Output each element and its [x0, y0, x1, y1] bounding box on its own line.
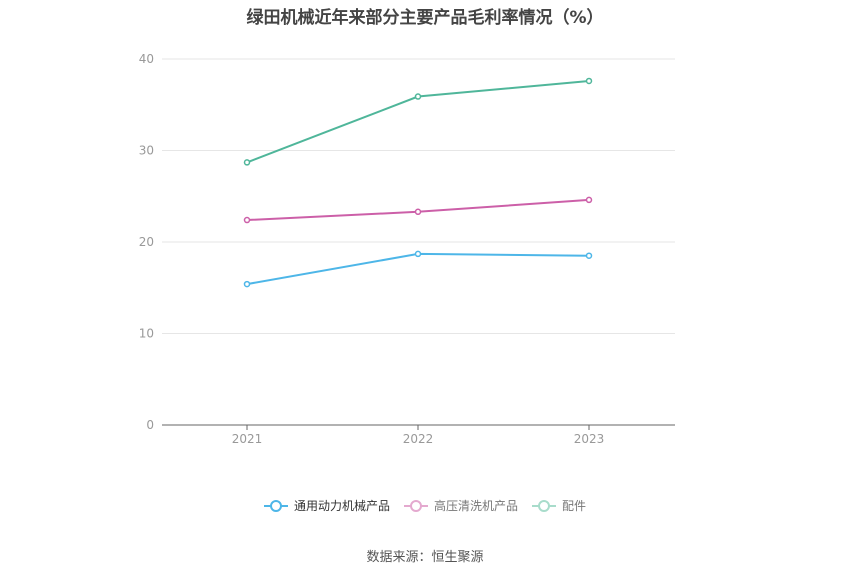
legend-marker-icon: [532, 499, 556, 513]
legend-label: 通用动力机械产品: [293, 499, 390, 513]
axes: 0 10 20 30 40 2021 2022 2023: [139, 52, 675, 446]
y-tick-label: 20: [139, 235, 154, 249]
legend-label: 高压清洗机产品: [433, 499, 518, 513]
data-point: [414, 93, 422, 100]
legend-item[interactable]: 通用动力机械产品: [263, 497, 390, 514]
data-point: [585, 196, 593, 204]
legend: 通用动力机械产品 高压清洗机产品 配件: [0, 497, 850, 514]
x-tick-label: 2023: [574, 432, 605, 446]
legend-item[interactable]: 高压清洗机产品: [403, 497, 518, 514]
legend-label: 配件: [562, 499, 587, 513]
data-point: [243, 159, 251, 166]
grid-lines: [162, 58, 675, 334]
data-point: [585, 77, 593, 85]
series-line-1: [246, 252, 590, 286]
x-tick-label: 2021: [232, 432, 263, 446]
y-tick-label: 10: [139, 327, 154, 341]
legend-item[interactable]: 配件: [532, 497, 586, 514]
y-tick-label: 30: [139, 144, 154, 158]
data-point: [585, 252, 593, 259]
data-point: [243, 216, 251, 224]
legend-marker-icon: [403, 499, 428, 513]
y-tick-label: 0: [146, 418, 154, 432]
series-lines: [243, 77, 593, 288]
legend-marker-icon: [263, 499, 288, 513]
y-tick-label: 40: [139, 52, 154, 66]
source-note: 数据来源：恒生聚源: [366, 550, 484, 565]
data-point: [243, 280, 251, 288]
x-tick-label: 2022: [403, 432, 434, 446]
chart-title: 绿田机械近年来部分主要产品毛利率情况（%）: [246, 8, 604, 28]
data-point: [414, 250, 422, 258]
data-point: [414, 208, 422, 216]
